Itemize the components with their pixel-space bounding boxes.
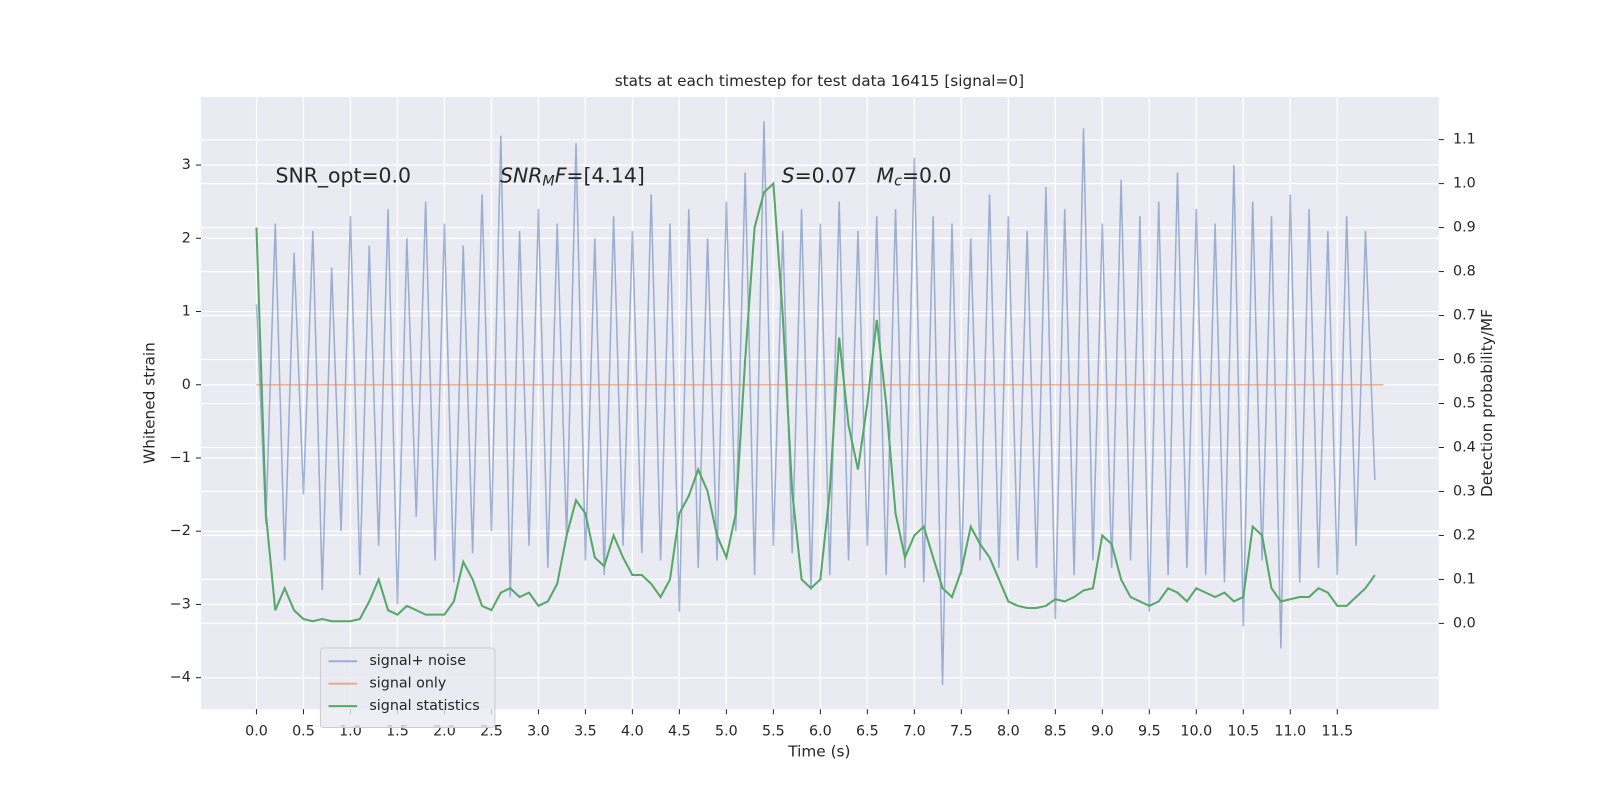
x-tick-label: 10.5	[1227, 724, 1259, 740]
annotation-part: SNR_opt=0.0	[276, 164, 412, 189]
annotation: SNRMF=[4.14]	[500, 164, 645, 190]
annotation-part: =0.0	[902, 164, 952, 188]
y2-tick-label: 0.8	[1453, 264, 1476, 280]
legend-label: signal only	[369, 676, 446, 692]
annotation-part: =0.07	[795, 164, 858, 188]
x-tick-label: 11.0	[1274, 724, 1306, 740]
y2-tick-label: 0.9	[1453, 220, 1476, 236]
y2-tick-label: 1.1	[1453, 132, 1476, 148]
y2-tick-label: 1.0	[1453, 176, 1476, 192]
y-tick-label: 2	[182, 230, 191, 246]
y2-tick-label: 0.3	[1453, 483, 1476, 499]
x-tick-label: 3.0	[527, 724, 550, 740]
x-axis-label: Time (s)	[787, 743, 850, 761]
series-line	[255, 181, 1376, 623]
y2-tick-label: 0.7	[1453, 308, 1476, 324]
annotation: SNR_opt=0.0	[276, 164, 412, 189]
y-tick-label: −2	[170, 523, 191, 539]
x-tick-label: 5.0	[715, 724, 738, 740]
annotation-part: S	[782, 164, 795, 188]
annotation-part: F	[555, 164, 567, 188]
x-tick-label: 6.5	[856, 724, 879, 740]
y2-tick-label: 0.5	[1453, 396, 1476, 412]
y2-tick-label: 0.4	[1453, 439, 1476, 455]
annotation: Mc=0.0	[877, 164, 952, 190]
x-tick-label: 11.5	[1321, 724, 1353, 740]
annotation-part: M	[877, 164, 895, 188]
x-tick-label: 8.5	[1044, 724, 1067, 740]
annotation-part: =[4.14]	[566, 164, 644, 188]
chart-title: stats at each timestep for test data 164…	[615, 72, 1024, 90]
y2-tick-label: 0.0	[1453, 615, 1476, 631]
legend-box	[319, 647, 496, 729]
y-tick-label: 3	[182, 157, 191, 173]
x-tick-label: 0.0	[245, 724, 268, 740]
series-line	[255, 121, 1376, 686]
y-tick-label: −4	[170, 670, 191, 686]
x-tick-label: 8.0	[997, 724, 1020, 740]
x-tick-label: 10.0	[1180, 724, 1212, 740]
y2-tick-label: 0.2	[1453, 527, 1476, 543]
y-tick-label: −3	[170, 596, 191, 612]
legend-label: signal+ noise	[369, 653, 466, 669]
x-tick-label: 9.5	[1138, 724, 1161, 740]
x-tick-label: 0.5	[292, 724, 315, 740]
annotation-part: SNR	[500, 164, 542, 188]
y2-tick-label: 0.6	[1453, 352, 1476, 368]
legend-label: signal statistics	[369, 698, 479, 714]
y2-axis-label: Detection probability/MF	[1478, 309, 1496, 497]
x-tick-label: 4.5	[668, 724, 691, 740]
x-tick-label: 7.0	[903, 724, 926, 740]
x-tick-label: 7.5	[950, 724, 973, 740]
x-tick-label: 4.0	[621, 724, 644, 740]
x-tick-label: 5.5	[762, 724, 785, 740]
y-axis-label: Whitened strain	[141, 342, 159, 464]
y-tick-label: 1	[182, 304, 191, 320]
y-tick-label: −1	[170, 450, 191, 466]
x-tick-label: 3.5	[574, 724, 597, 740]
x-tick-label: 6.0	[809, 724, 832, 740]
annotation-part: M	[542, 174, 554, 190]
y2-tick-label: 0.1	[1453, 571, 1476, 587]
x-tick-label: 9.0	[1091, 724, 1114, 740]
y-tick-label: 0	[182, 377, 191, 393]
annotation-part: c	[894, 174, 902, 190]
annotation: S=0.07	[782, 164, 857, 188]
